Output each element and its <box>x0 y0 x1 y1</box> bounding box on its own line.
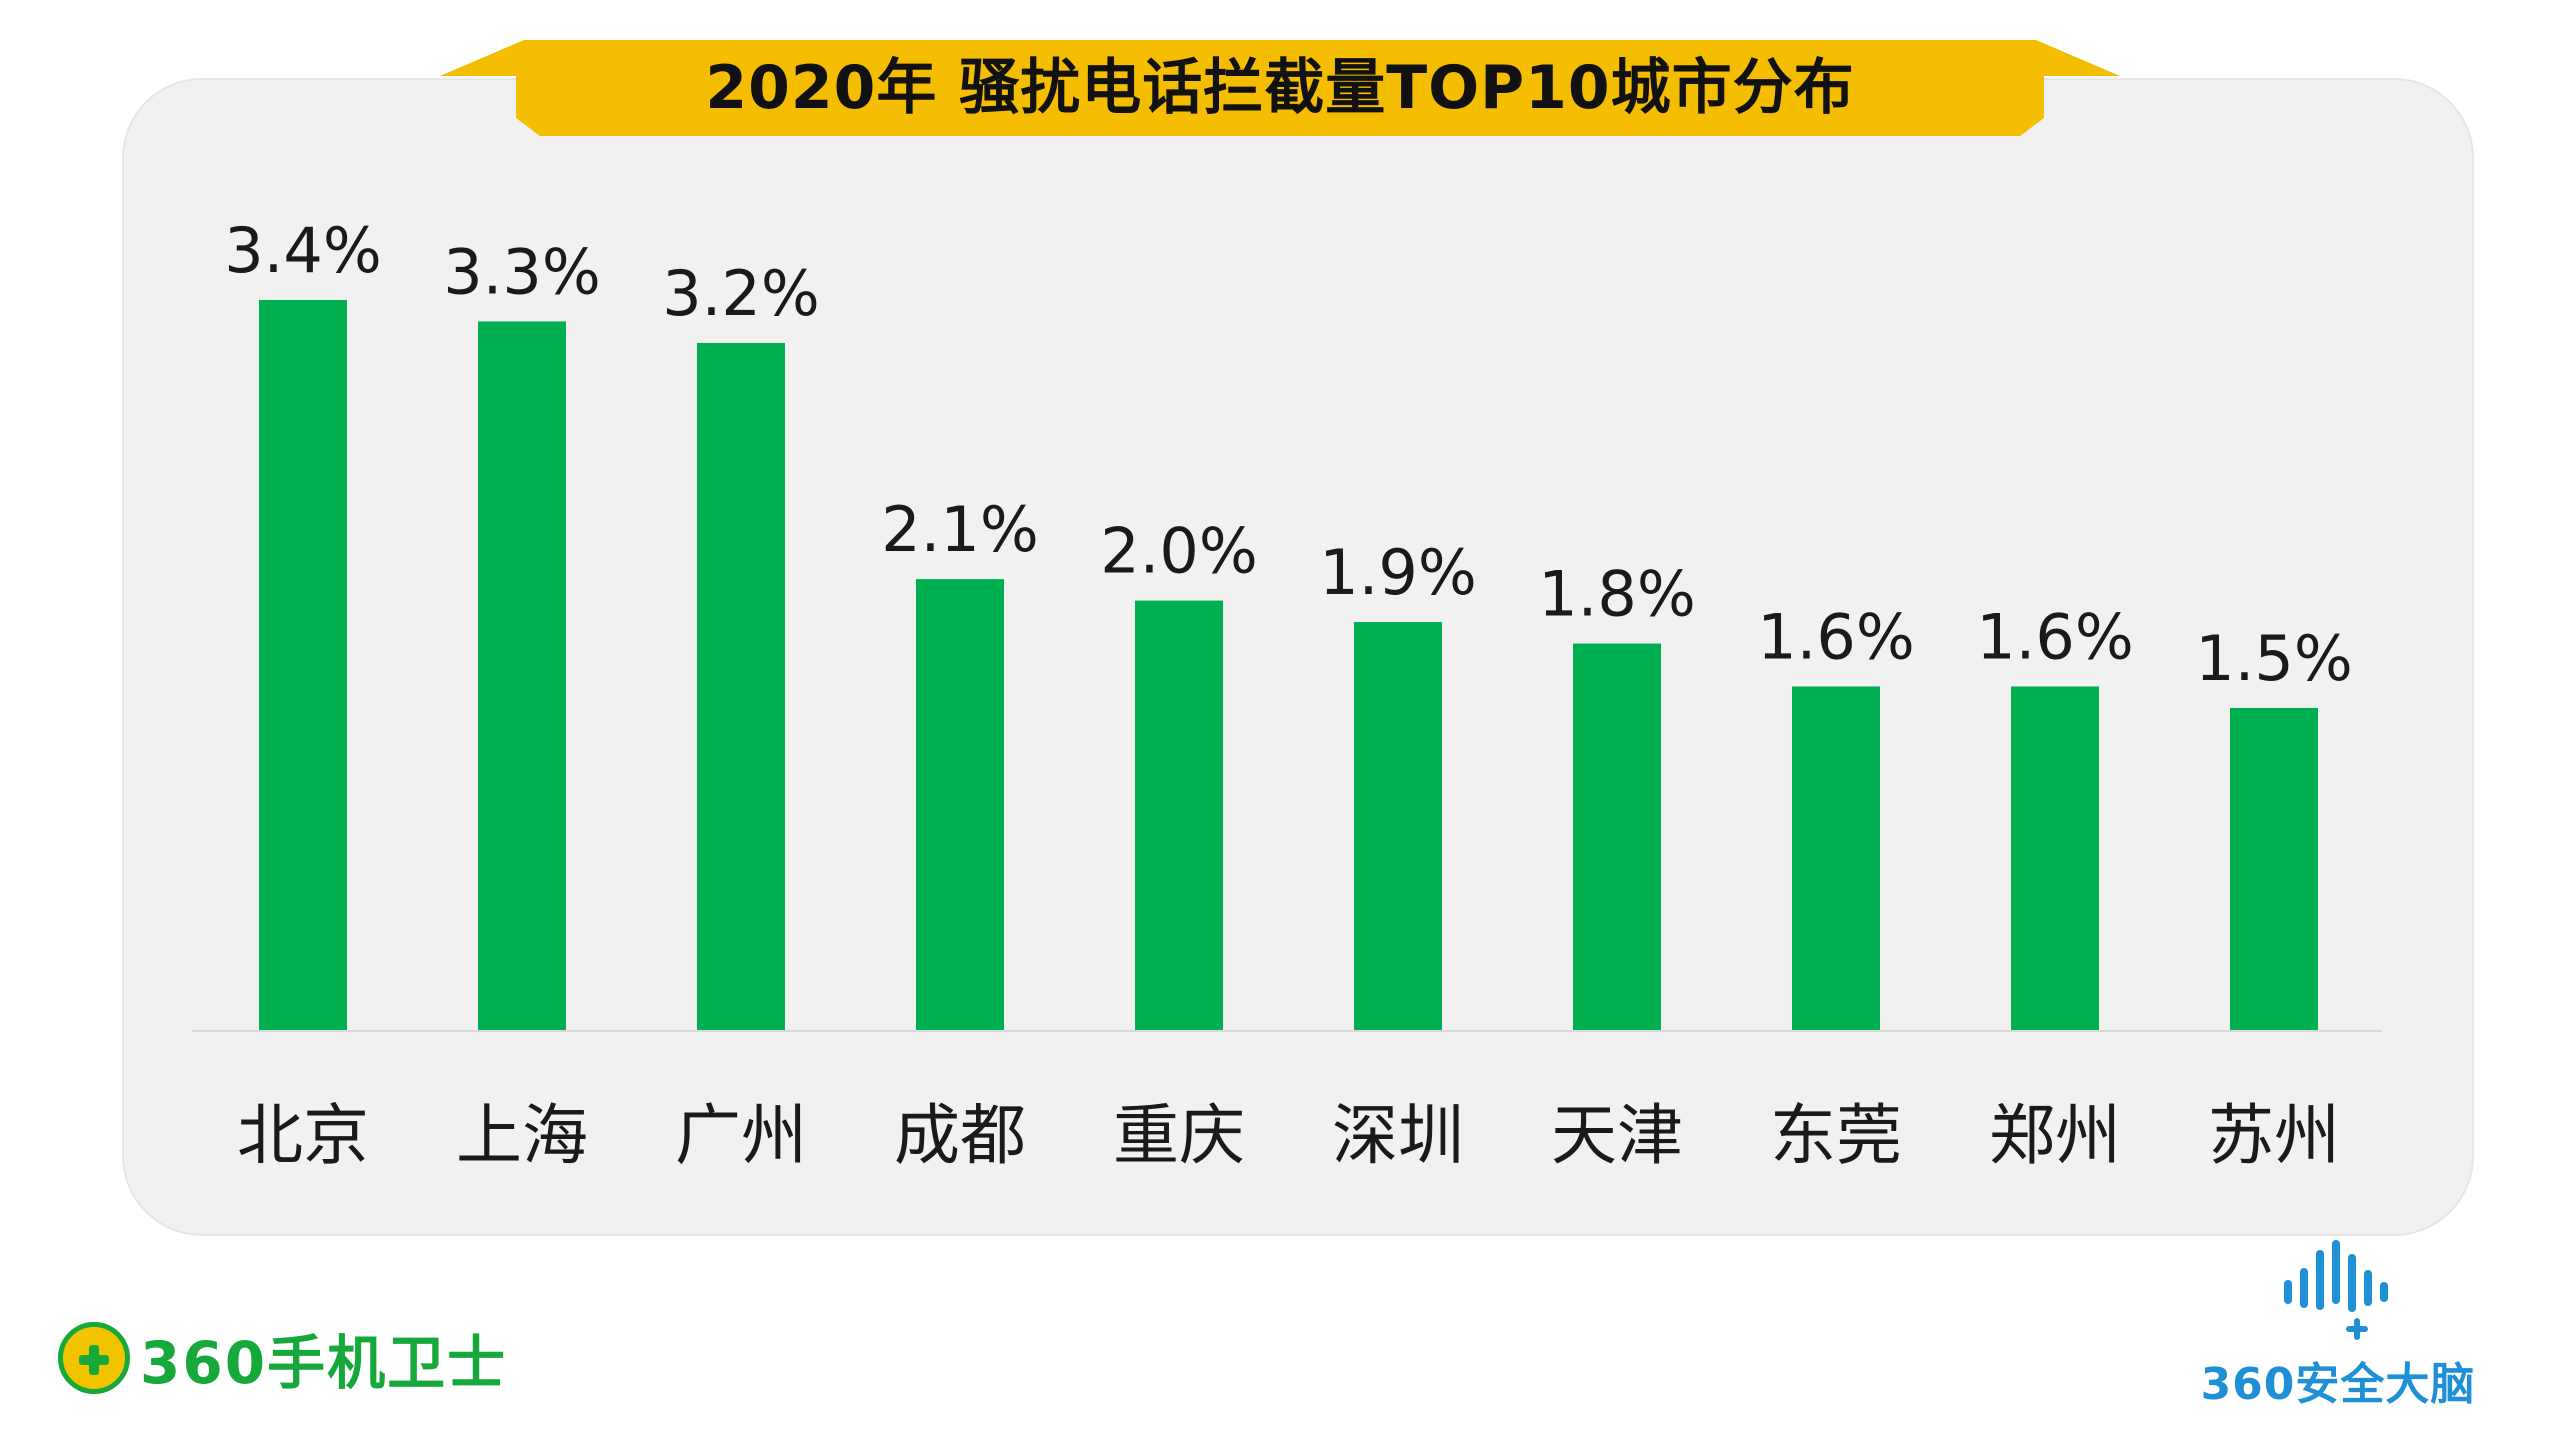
bar-1 <box>259 300 347 1030</box>
plus-badge-icon <box>58 1322 130 1394</box>
bar-4 <box>916 579 1004 1030</box>
data-label-6: 1.9% <box>1319 536 1477 609</box>
category-label-3: 广州 <box>675 1097 807 1174</box>
logo-right-text: 360安全大脑 <box>2200 1359 2476 1410</box>
category-label-10: 苏州 <box>2208 1097 2340 1174</box>
soundwave-plus-icon <box>2284 1240 2388 1340</box>
bar-2 <box>478 321 566 1030</box>
data-label-1: 3.4% <box>224 214 382 287</box>
bar-8 <box>1792 686 1880 1030</box>
logo-left-text: 360手机卫士 <box>140 1329 508 1397</box>
data-label-5: 2.0% <box>1100 515 1258 588</box>
category-label-7: 天津 <box>1551 1097 1683 1174</box>
data-label-8: 1.6% <box>1757 600 1915 673</box>
category-label-6: 深圳 <box>1332 1097 1464 1174</box>
logo-360-mobile-guard: 360手机卫士 <box>58 1318 507 1398</box>
data-label-7: 1.8% <box>1538 558 1696 631</box>
data-label-2: 3.3% <box>443 235 601 308</box>
chart-title: 2020年 骚扰电话拦截量TOP10城市分布 <box>705 53 1855 123</box>
bar-6 <box>1354 622 1442 1030</box>
category-label-5: 重庆 <box>1113 1097 1245 1174</box>
category-label-2: 上海 <box>456 1097 588 1174</box>
category-label-1: 北京 <box>237 1097 369 1174</box>
bar-5 <box>1135 600 1223 1030</box>
title-banner: 2020年 骚扰电话拦截量TOP10城市分布 <box>440 40 2120 136</box>
title-banner-shape <box>440 40 2120 136</box>
data-label-9: 1.6% <box>1976 600 2134 673</box>
category-label-9: 郑州 <box>1989 1097 2121 1174</box>
bar-3 <box>697 342 785 1030</box>
bar-7 <box>1573 643 1661 1030</box>
category-label-8: 东莞 <box>1770 1097 1902 1174</box>
category-label-4: 成都 <box>894 1097 1026 1174</box>
bar-10 <box>2230 707 2318 1030</box>
bar-9 <box>2011 686 2099 1030</box>
logo-360-security-brain: 360安全大脑 <box>2168 1240 2508 1410</box>
data-label-4: 2.1% <box>881 493 1039 566</box>
data-label-3: 3.2% <box>662 257 820 330</box>
data-label-10: 1.5% <box>2195 622 2353 695</box>
